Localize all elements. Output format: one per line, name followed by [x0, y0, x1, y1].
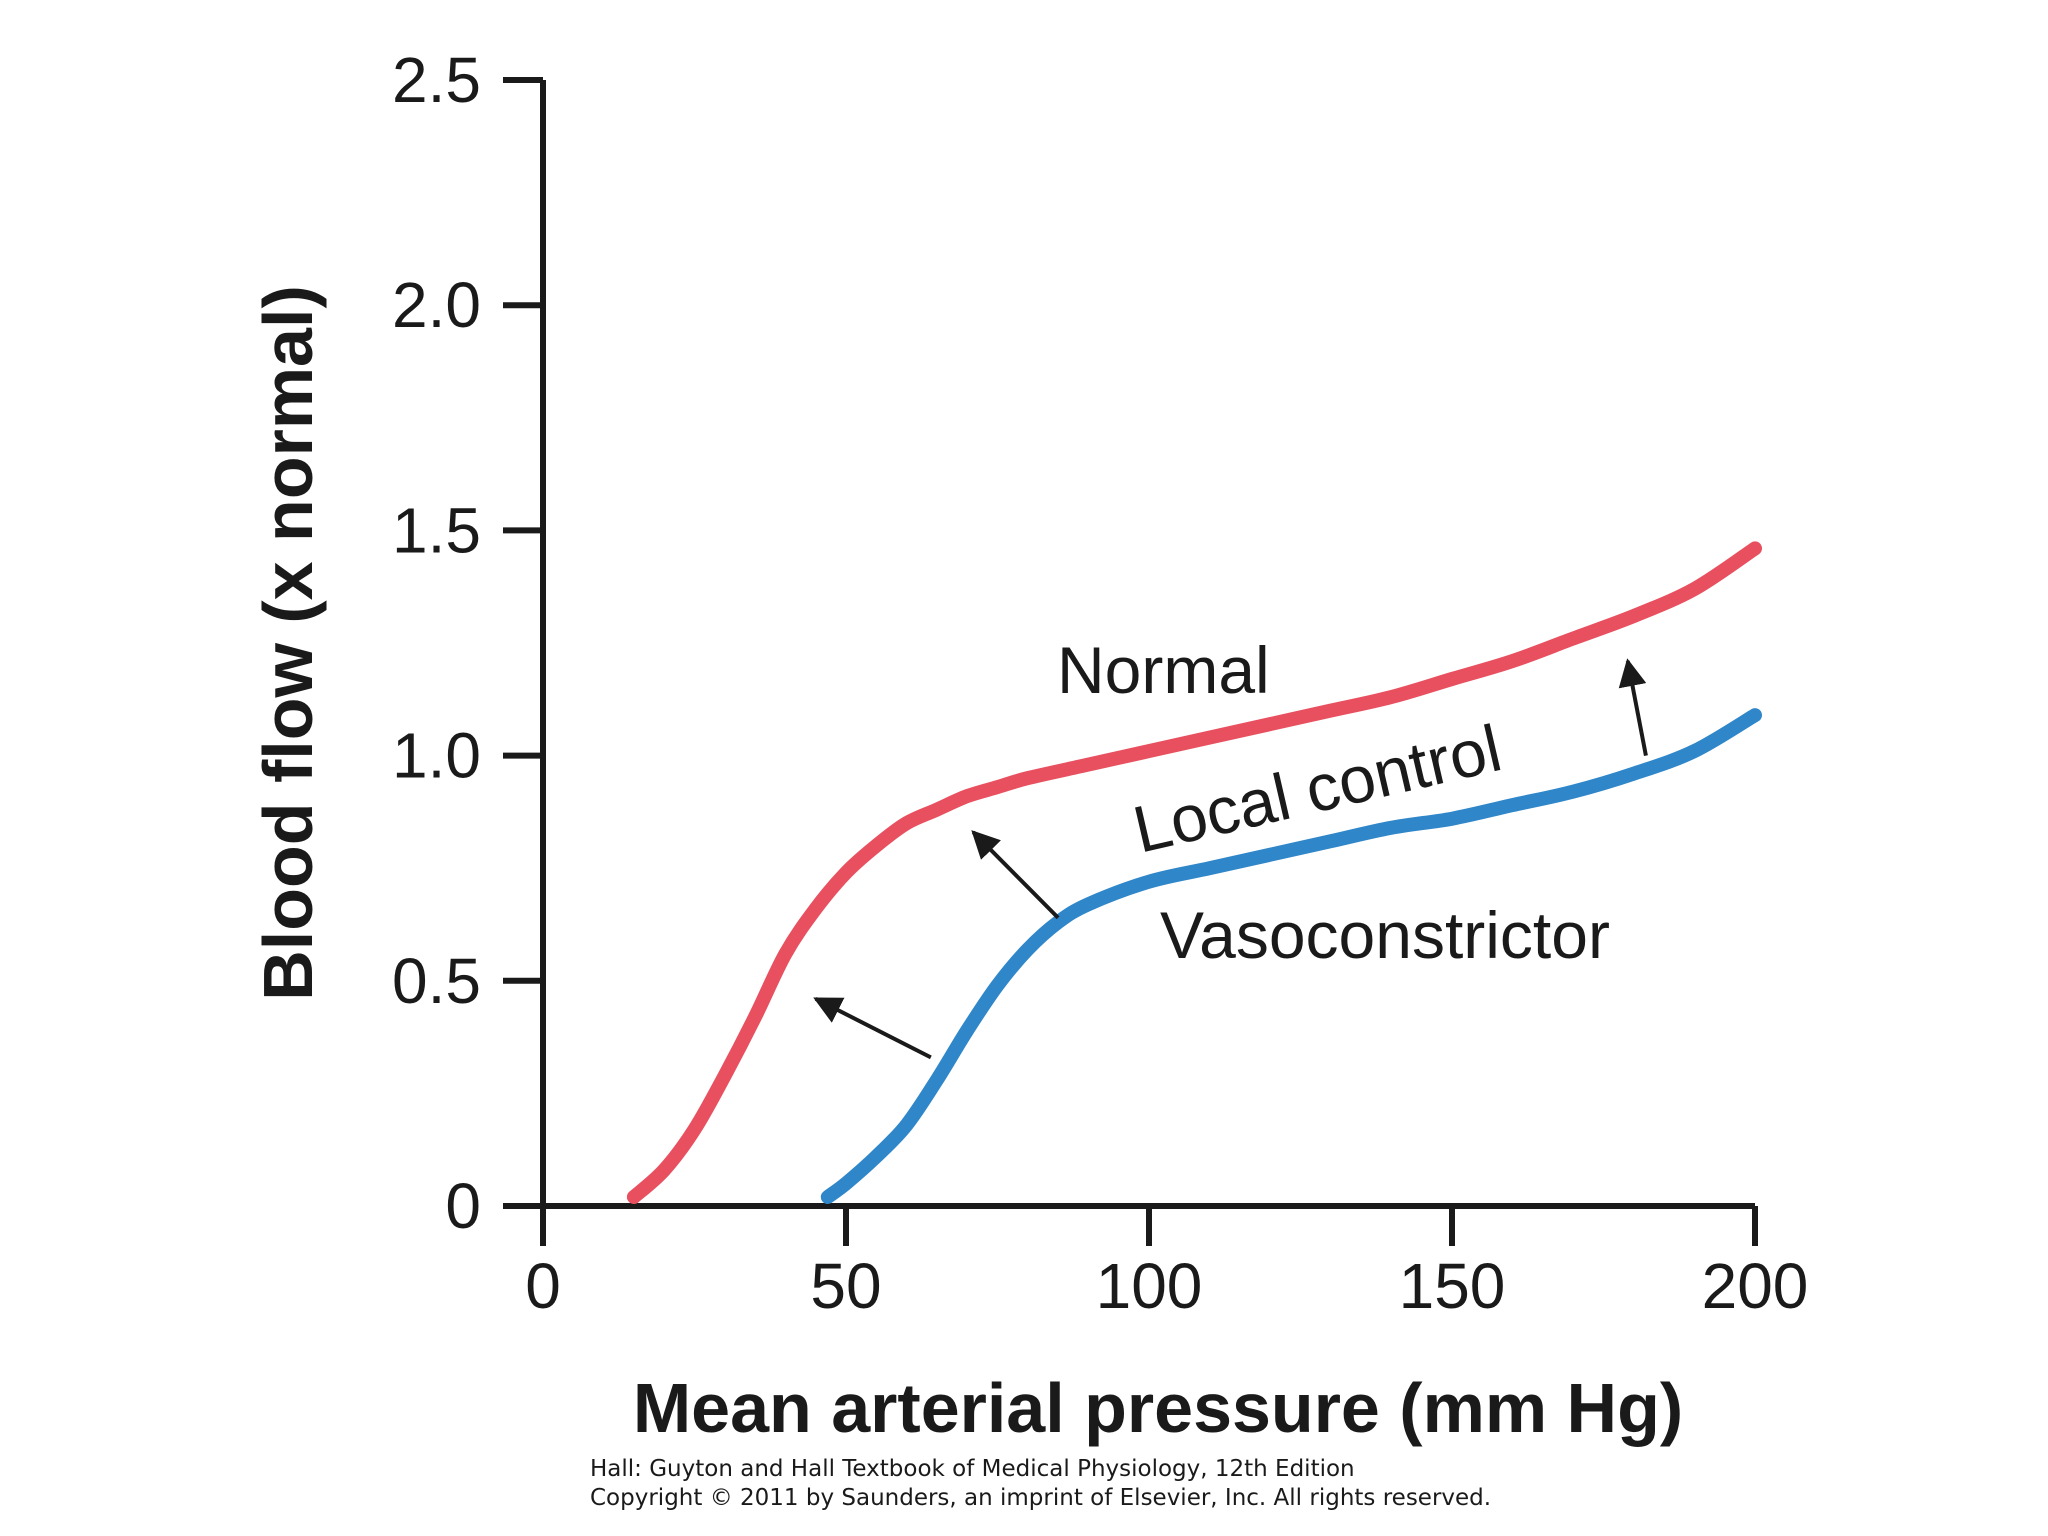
y-tick-label: 1.0 [392, 720, 481, 792]
x-tick-label: 200 [1702, 1250, 1809, 1322]
series-line-normal [626, 541, 1762, 1204]
y-tick-label: 0 [445, 1170, 481, 1242]
y-axis-title: Blood flow (x normal) [249, 285, 327, 1001]
x-tick-label: 0 [525, 1250, 561, 1322]
shift-arrow [971, 830, 1060, 920]
x-tick-label: 150 [1399, 1250, 1506, 1322]
series-line-vasoconstrictor [820, 708, 1762, 1204]
y-tick-label: 2.0 [392, 269, 481, 341]
y-tick-label: 2.5 [392, 44, 481, 116]
y-tick-label: 1.5 [392, 494, 481, 566]
shift-arrow [1618, 658, 1648, 756]
x-tick-label: 50 [810, 1250, 881, 1322]
caption-line-1: Hall: Guyton and Hall Textbook of Medica… [590, 1456, 1355, 1482]
y-tick-label: 0.5 [392, 945, 481, 1017]
vasoconstrictor-series-label: Vasoconstrictor [1160, 898, 1610, 972]
normal-series-label: Normal [1057, 633, 1270, 707]
caption-line-2: Copyright © 2011 by Saunders, an imprint… [590, 1485, 1491, 1511]
shift-arrow [813, 997, 932, 1060]
x-tick-label: 100 [1096, 1250, 1203, 1322]
x-axis-title: Mean arterial pressure (mm Hg) [633, 1369, 1683, 1447]
